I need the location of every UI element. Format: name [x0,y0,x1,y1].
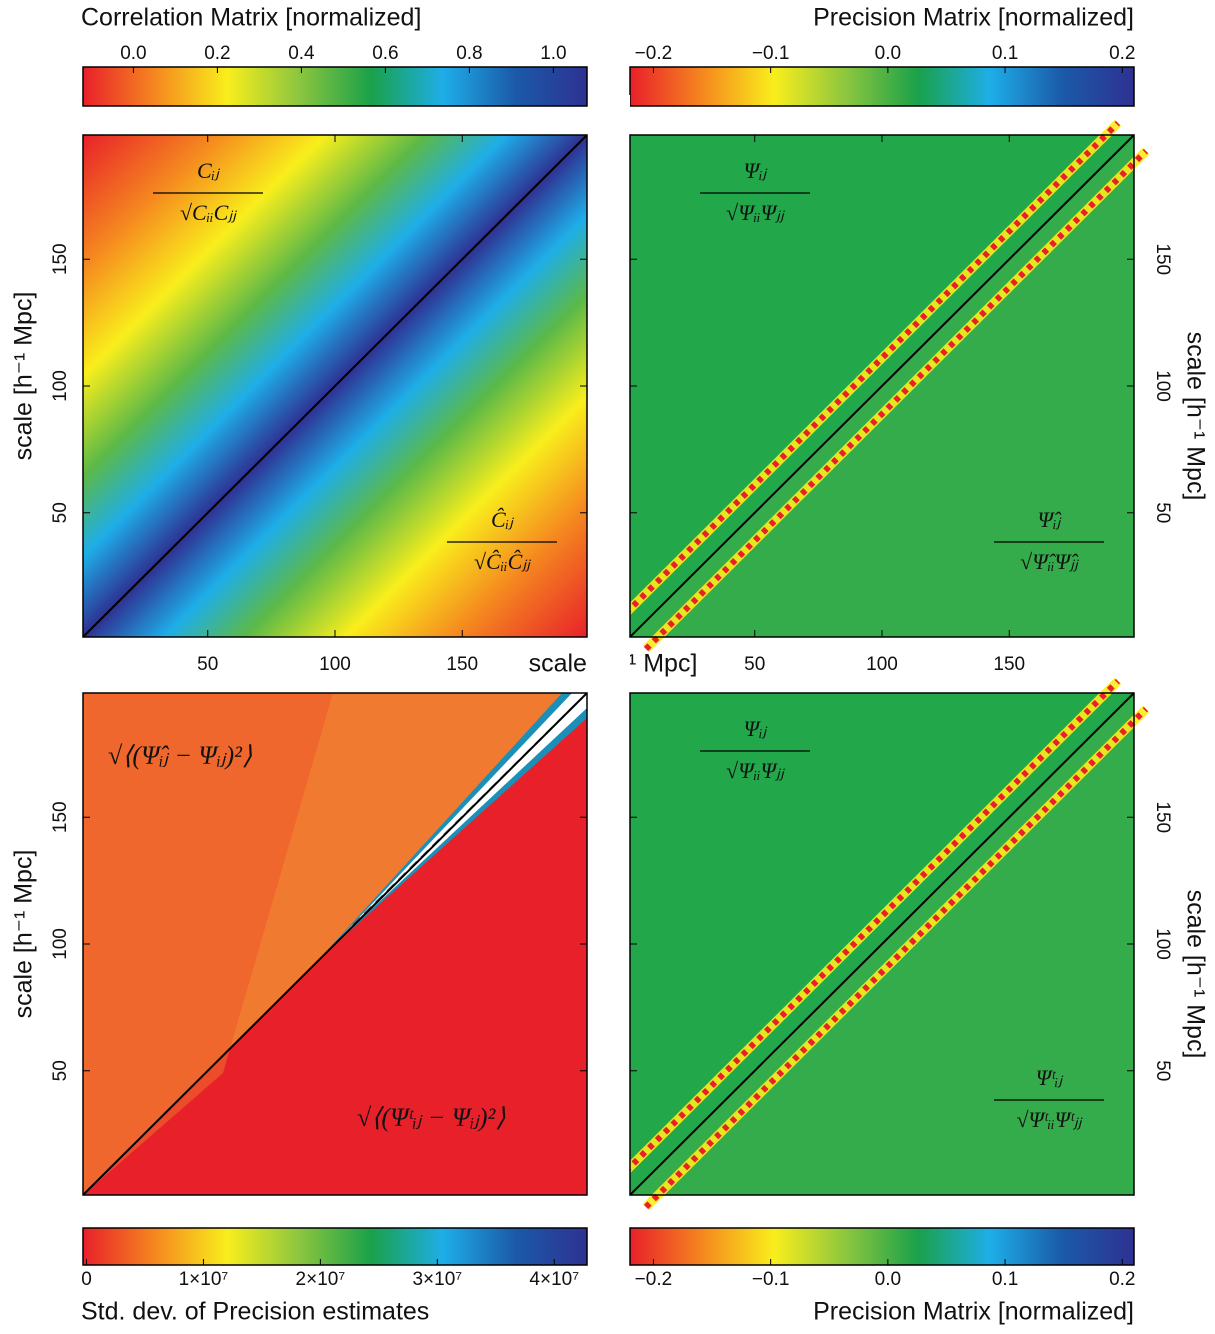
tick-label: 0.4 [288,43,315,64]
tick-label: 1×10⁷ [179,1269,229,1290]
y-tick-label: 150 [50,243,71,275]
y-tick-label: 150 [50,801,71,833]
colorbar [629,66,1135,107]
tick-label: 0.1 [992,43,1018,64]
stripe [615,678,1121,1182]
y-tick-label: 150 [1152,801,1173,833]
annotation-denominator: √Ψ̂ᵢᵢΨ̂ⱼⱼ [1020,549,1079,574]
colorbar [629,1227,1135,1266]
annotation-numerator: Ψ̂ᵢⱼ [1038,507,1062,532]
tick-label: 0.0 [120,43,146,64]
tick-label: 0.2 [1109,43,1135,64]
y-axis-label: scale [h⁻¹ Mpc] [1181,332,1209,501]
stripe [643,706,1149,1210]
tick-label: 0 [81,1269,92,1290]
annotation-numerator: Ĉᵢⱼ [491,507,514,532]
diagonal [629,134,1135,638]
annotation-denominator: √ΨᵢᵢΨⱼⱼ [726,200,785,225]
annotation-denominator: √ΨᵢᵢΨⱼⱼ [726,758,785,783]
y-tick-label: 50 [1152,1060,1173,1081]
diagonal [82,692,588,1196]
tick-label: 3×10⁷ [412,1269,462,1290]
tick-label: 2×10⁷ [296,1269,346,1290]
y-axis-label: scale [h⁻¹ Mpc] [1181,890,1209,1059]
clip-mask [590,653,630,1235]
tick-label: 0.0 [875,1269,901,1290]
y-tick-label: 150 [1152,243,1173,275]
tick-label: −0.2 [635,1269,673,1290]
y-tick-label: 100 [50,928,71,960]
annotation-numerator: Ψᵗᵢⱼ [1036,1065,1064,1090]
tick-label: 0.2 [1109,1269,1135,1290]
annotation-denominator: √ĈᵢᵢĈⱼⱼ [474,549,531,574]
diagonal [82,134,588,638]
stripe [643,148,1149,652]
y-tick-label: 100 [50,370,71,402]
annotation-numerator: Cᵢⱼ [197,158,220,183]
y-tick-label: 100 [1152,370,1173,402]
colorbar-title: Precision Matrix [normalized] [813,4,1134,32]
tick-label: 0.1 [992,1269,1018,1290]
tick-label: 1.0 [540,43,566,64]
x-tick-label: 150 [446,654,478,675]
annotation-denominator: √CᵢᵢCⱼⱼ [180,200,237,225]
y-axis-label: scale [h⁻¹ Mpc] [10,292,38,461]
tick-label: −0.1 [752,1269,790,1290]
tick-label: −0.2 [635,43,673,64]
colorbar-title: Std. dev. of Precision estimates [81,1298,429,1326]
tick-label: 0.2 [204,43,230,64]
heatmap-region [83,693,333,1195]
tick-label: 0.8 [456,43,482,64]
x-tick-label: 50 [197,654,218,675]
colorbar [82,1227,588,1266]
annotation-denominator: √ΨᵗᵢᵢΨᵗⱼⱼ [1016,1107,1082,1132]
tick-label: 4×10⁷ [529,1269,579,1290]
y-tick-label: 50 [50,502,71,523]
x-tick-label: 150 [993,654,1025,675]
x-tick-label: 100 [866,654,898,675]
diagonal [629,692,1135,1196]
tick-label: −0.1 [752,43,790,64]
y-tick-label: 50 [50,1060,71,1081]
colorbar [82,66,588,107]
annotation-numerator: Ψᵢⱼ [744,158,768,183]
colorbar-title: Precision Matrix [normalized] [813,1298,1134,1326]
x-tick-label: 50 [744,654,765,675]
y-axis-label: scale [h⁻¹ Mpc] [10,850,38,1019]
x-tick-label: 100 [319,654,351,675]
annotation: √⟨(Ψᵗᵢⱼ − Ψᵢⱼ)²⟩ [357,1103,505,1132]
annotation-numerator: Ψᵢⱼ [744,716,768,741]
colorbar-title: Correlation Matrix [normalized] [81,4,421,32]
y-tick-label: 100 [1152,928,1173,960]
clip-mask [590,95,630,677]
tick-label: 0.6 [372,43,398,64]
stripe [615,120,1121,624]
tick-label: 0.0 [875,43,901,64]
annotation: √⟨(Ψ̂ᵢⱼ − Ψᵢⱼ)²⟩ [108,741,252,770]
y-tick-label: 50 [1152,502,1173,523]
